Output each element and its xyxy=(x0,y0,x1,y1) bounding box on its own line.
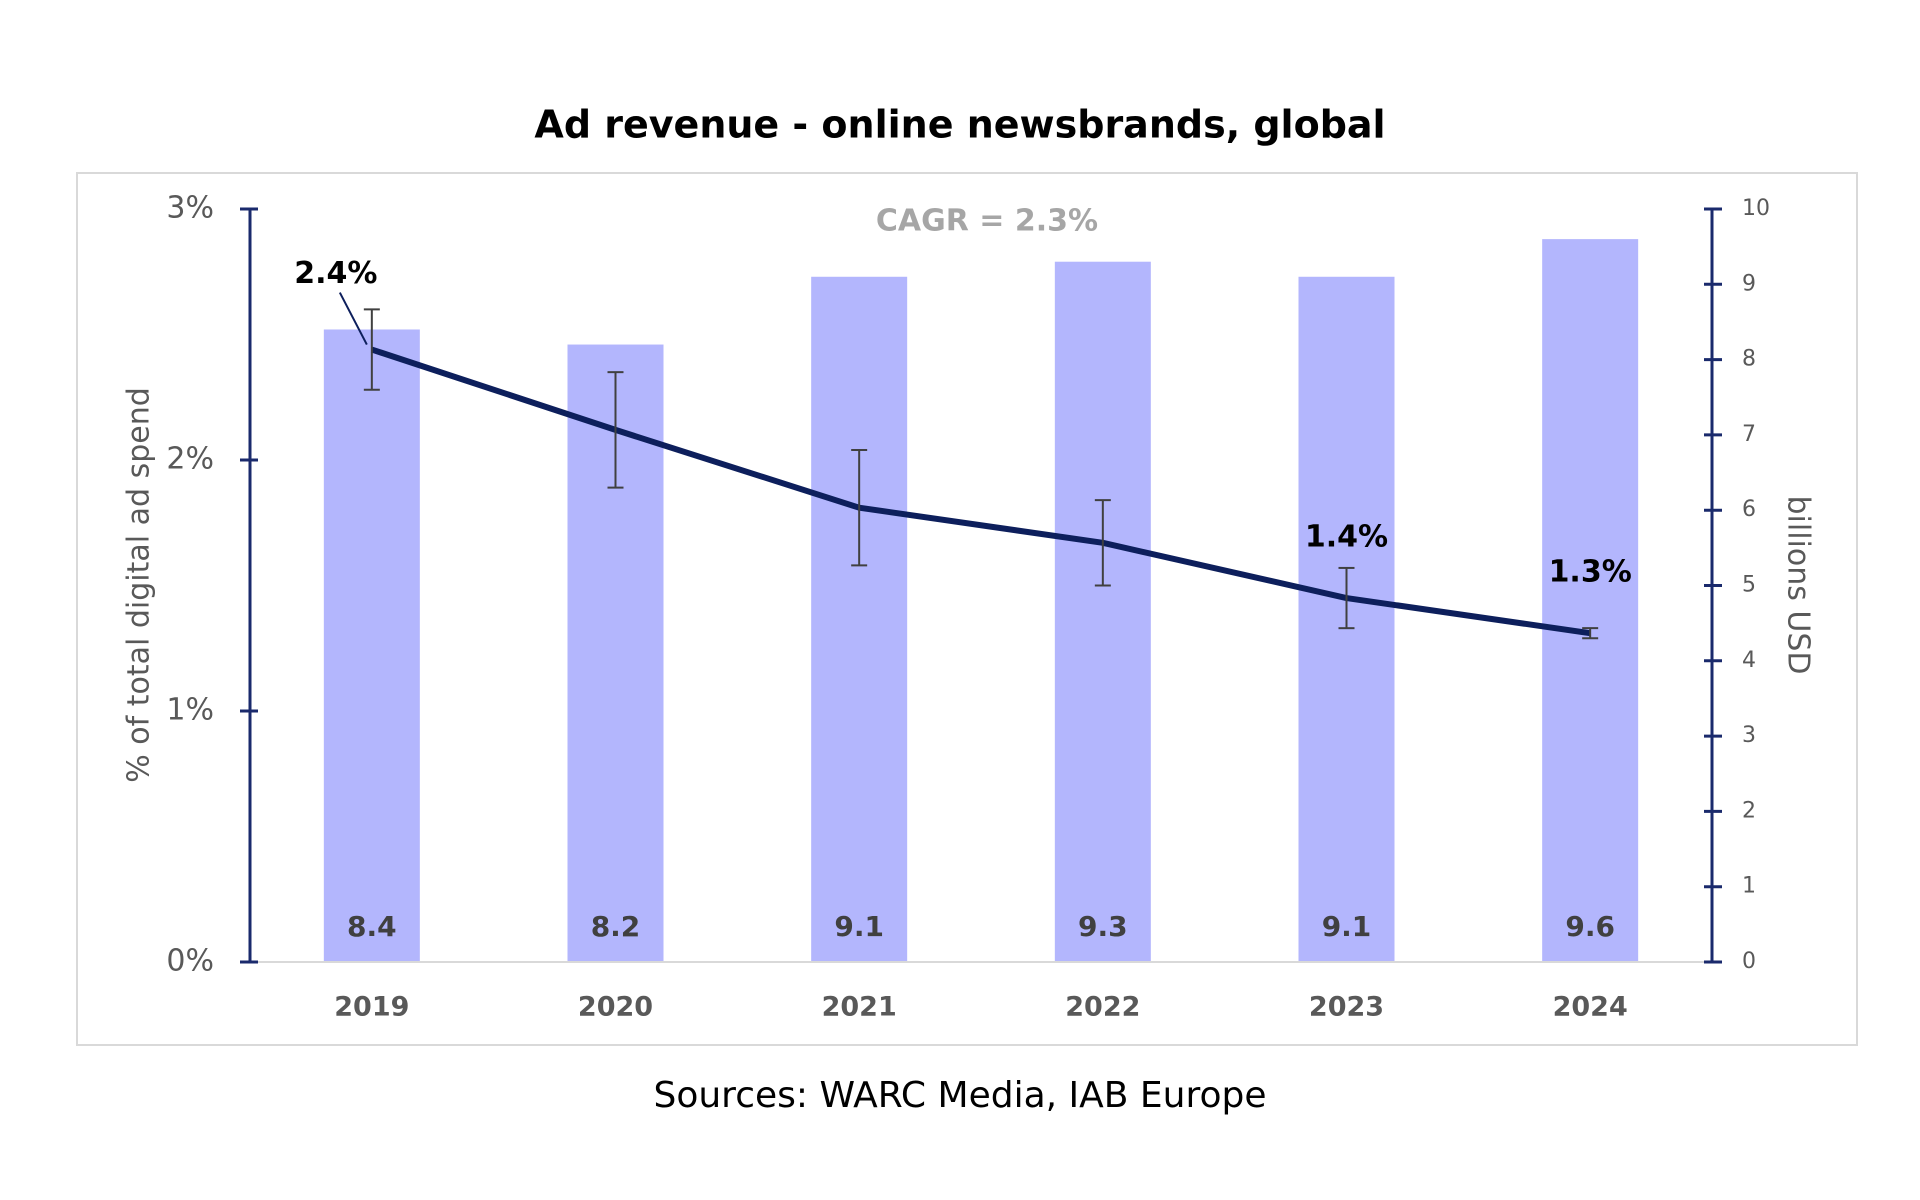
bar xyxy=(1054,261,1151,963)
y2-tick-label: 3 xyxy=(1742,723,1756,748)
y2-tick-label: 5 xyxy=(1742,573,1756,598)
line-value-label: 2.4% xyxy=(294,256,377,291)
error-bar xyxy=(1338,566,1355,630)
y-axis-title: % of total digital ad spend xyxy=(122,387,157,783)
y-tick-label: 2% xyxy=(166,442,214,477)
error-bar xyxy=(851,448,868,567)
error-bar xyxy=(1582,627,1599,640)
y2-tick-label: 7 xyxy=(1742,422,1756,447)
x-tick-label: 2023 xyxy=(1309,992,1384,1023)
y2-tick-label: 1 xyxy=(1742,874,1756,899)
y2-tick-label: 4 xyxy=(1742,648,1756,673)
annotation: CAGR = 2.3% xyxy=(876,204,1098,239)
error-bar xyxy=(363,308,380,391)
x-tick-label: 2019 xyxy=(334,992,409,1023)
y2-tick-label: 9 xyxy=(1742,271,1756,296)
x-tick-label: 2020 xyxy=(578,992,653,1023)
bar-value-label: 8.4 xyxy=(347,910,397,943)
x-tick-label: 2024 xyxy=(1553,992,1628,1023)
y-tick-label: 1% xyxy=(166,693,214,728)
error-bar xyxy=(607,371,624,489)
line-value-label: 1.3% xyxy=(1549,555,1632,590)
y2-tick-label: 10 xyxy=(1742,196,1770,221)
y-tick-label: 0% xyxy=(166,944,214,979)
chart-frame xyxy=(76,172,1858,1046)
bar-value-label: 9.3 xyxy=(1078,910,1128,943)
chart-title: Ad revenue - online newsbrands, global xyxy=(534,103,1385,147)
y2-tick-label: 6 xyxy=(1742,497,1756,522)
error-bar xyxy=(1094,499,1111,587)
y2-tick-label: 8 xyxy=(1742,347,1756,372)
bar xyxy=(1542,239,1639,962)
y2-tick-label: 0 xyxy=(1742,949,1756,974)
bar-value-label: 9.6 xyxy=(1565,910,1615,943)
bar xyxy=(811,276,908,962)
bar xyxy=(323,329,420,963)
x-tick-label: 2022 xyxy=(1065,992,1140,1023)
y2-axis-title: billions USD xyxy=(1781,495,1816,674)
bar-value-label: 9.1 xyxy=(1322,910,1372,943)
bar-value-label: 8.2 xyxy=(591,910,641,943)
line xyxy=(370,346,1591,637)
label-leader xyxy=(338,292,368,346)
source: Sources: WARC Media, IAB Europe xyxy=(653,1075,1266,1116)
bar-value-label: 9.1 xyxy=(834,910,884,943)
y-tick-label: 3% xyxy=(166,191,214,226)
x-tick-label: 2021 xyxy=(822,992,897,1023)
line-value-label: 1.4% xyxy=(1305,520,1388,555)
y2-tick-label: 2 xyxy=(1742,798,1756,823)
